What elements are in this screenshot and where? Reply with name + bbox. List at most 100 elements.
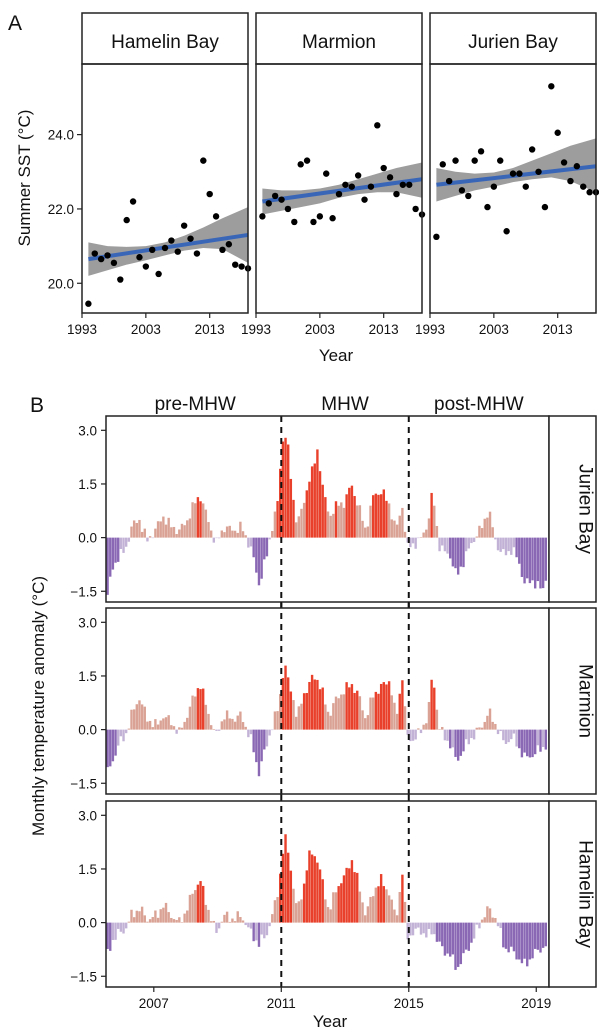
x-tick-label-jurien-bay: 2003 bbox=[479, 322, 509, 337]
anomaly-bar-marmion bbox=[162, 718, 165, 730]
anomaly-bar-marmion bbox=[146, 721, 149, 730]
data-point-hamelin-bay bbox=[136, 254, 143, 261]
trend-line-hamelin-bay bbox=[88, 232, 249, 262]
anomaly-bar-hamelin-bay bbox=[170, 917, 173, 923]
anomaly-bar-hamelin-bay bbox=[265, 922, 269, 936]
anomaly-bar-marmion bbox=[289, 691, 293, 730]
data-point-hamelin-bay bbox=[110, 259, 118, 267]
anomaly-bar-marmion bbox=[480, 727, 484, 730]
data-point-hamelin-bay bbox=[206, 190, 213, 198]
anomaly-bar-marmion bbox=[478, 727, 481, 730]
y-tick-label-hamelin-bay: 24.0 bbox=[48, 128, 74, 143]
data-point-marmion bbox=[361, 196, 368, 203]
anomaly-bar-marmion bbox=[186, 717, 189, 730]
anomaly-bar-hamelin-bay bbox=[366, 906, 370, 923]
anomaly-bar-marmion bbox=[279, 694, 282, 730]
data-point-hamelin-bay bbox=[97, 255, 105, 263]
data-point-marmion bbox=[354, 172, 362, 179]
anomaly-bar-jurien-bay bbox=[220, 530, 223, 538]
anomaly-bar-jurien-bay bbox=[260, 537, 263, 579]
anomaly-bar-hamelin-bay bbox=[422, 922, 425, 934]
anomaly-bar-hamelin-bay bbox=[371, 896, 375, 923]
anomaly-bar-jurien-bay bbox=[170, 527, 173, 538]
y-tick-label-jurien-bay: 0.0 bbox=[78, 531, 97, 546]
anomaly-bar-jurien-bay bbox=[462, 537, 465, 568]
anomaly-bar-jurien-bay bbox=[204, 509, 208, 538]
anomaly-bar-hamelin-bay bbox=[369, 896, 372, 923]
anomaly-bar-marmion bbox=[130, 709, 133, 730]
anomaly-bar-jurien-bay bbox=[202, 503, 205, 538]
anomaly-bar-jurien-bay bbox=[286, 444, 290, 538]
anomaly-bar-jurien-bay bbox=[419, 537, 423, 538]
anomaly-bar-marmion bbox=[178, 727, 181, 730]
anomaly-bar-jurien-bay bbox=[117, 537, 120, 562]
anomaly-bar-jurien-bay bbox=[430, 492, 433, 538]
anomaly-bar-marmion bbox=[475, 727, 478, 730]
anomaly-bar-marmion bbox=[233, 721, 237, 730]
data-point-jurien-bay bbox=[541, 203, 549, 211]
anomaly-bar-jurien-bay bbox=[507, 537, 510, 552]
anomaly-bar-marmion bbox=[345, 682, 348, 730]
anomaly-bar-hamelin-bay bbox=[273, 900, 277, 923]
strip-hamelin-bay bbox=[548, 800, 597, 988]
anomaly-bar-jurien-bay bbox=[478, 525, 481, 538]
anomaly-bar-jurien-bay bbox=[350, 485, 354, 538]
anomaly-bar-jurien-bay bbox=[441, 537, 444, 546]
data-point-jurien-bay bbox=[560, 159, 568, 166]
period-labels: pre-MHW MHW post-MHW bbox=[155, 394, 524, 415]
anomaly-bar-hamelin-bay bbox=[109, 922, 112, 951]
anomaly-bar-hamelin-bay bbox=[337, 886, 340, 923]
anomaly-bar-hamelin-bay bbox=[178, 917, 181, 923]
anomaly-bar-jurien-bay bbox=[451, 537, 455, 567]
anomaly-bar-marmion bbox=[446, 729, 449, 741]
anomaly-bar-jurien-bay bbox=[178, 529, 181, 538]
anomaly-bar-marmion bbox=[271, 729, 274, 731]
data-point-hamelin-bay bbox=[200, 157, 207, 164]
anomaly-bar-jurien-bay bbox=[135, 522, 139, 538]
anomaly-bar-jurien-bay bbox=[515, 537, 518, 558]
anomaly-bar-jurien-bay bbox=[257, 537, 261, 586]
anomaly-bar-hamelin-bay bbox=[257, 922, 261, 947]
anomaly-bar-jurien-bay bbox=[409, 537, 412, 548]
anomaly-bar-hamelin-bay bbox=[249, 922, 253, 929]
anomaly-bar-hamelin-bay bbox=[446, 922, 449, 954]
anomaly-bar-marmion bbox=[350, 684, 354, 730]
strip-label-marmion: Marmion bbox=[575, 664, 596, 738]
anomaly-bar-hamelin-bay bbox=[292, 888, 295, 923]
anomaly-bar-hamelin-bay bbox=[523, 922, 526, 959]
anomaly-bar-hamelin-bay bbox=[286, 852, 290, 923]
strip-label-jurien-bay: Jurien Bay bbox=[468, 32, 558, 53]
anomaly-bar-hamelin-bay bbox=[403, 901, 407, 923]
anomaly-bar-hamelin-bay bbox=[124, 922, 128, 929]
anomaly-bar-jurien-bay bbox=[523, 537, 526, 584]
data-point-jurien-bay bbox=[503, 228, 510, 235]
anomaly-bar-marmion bbox=[159, 720, 162, 730]
anomaly-bar-jurien-bay bbox=[340, 502, 343, 538]
x-tick-label-anomaly: 2019 bbox=[521, 996, 551, 1011]
anomaly-bar-marmion bbox=[528, 729, 532, 758]
anomaly-bar-jurien-bay bbox=[369, 505, 372, 538]
anomaly-bar-marmion bbox=[398, 693, 401, 730]
anomaly-bar-hamelin-bay bbox=[154, 910, 157, 923]
anomaly-bar-hamelin-bay bbox=[419, 922, 423, 935]
anomaly-bar-jurien-bay bbox=[207, 522, 210, 538]
anomaly-bar-marmion bbox=[297, 706, 301, 730]
anomaly-bar-hamelin-bay bbox=[223, 914, 226, 923]
y-tick-label-jurien-bay: 3.0 bbox=[78, 423, 97, 438]
x-tick-label-hamelin-bay: 1993 bbox=[67, 322, 97, 337]
anomaly-bar-hamelin-bay bbox=[204, 904, 208, 923]
anomaly-bar-jurien-bay bbox=[175, 534, 178, 538]
anomaly-bar-jurien-bay bbox=[358, 505, 362, 538]
anomaly-bar-hamelin-bay bbox=[387, 895, 391, 923]
anomaly-bar-hamelin-bay bbox=[451, 922, 455, 955]
anomaly-bar-hamelin-bay bbox=[531, 922, 534, 959]
anomaly-bar-marmion bbox=[223, 719, 226, 730]
anomaly-bar-marmion bbox=[486, 715, 489, 730]
anomaly-bar-hamelin-bay bbox=[138, 911, 141, 923]
anomaly-bar-jurien-bay bbox=[403, 531, 407, 538]
strip-jurien-bay bbox=[548, 415, 597, 603]
data-point-jurien-bay bbox=[522, 183, 529, 190]
anomaly-bar-marmion bbox=[427, 701, 431, 730]
anomaly-bar-marmion bbox=[510, 729, 513, 740]
x-tick-label-jurien-bay: 1993 bbox=[415, 322, 445, 337]
